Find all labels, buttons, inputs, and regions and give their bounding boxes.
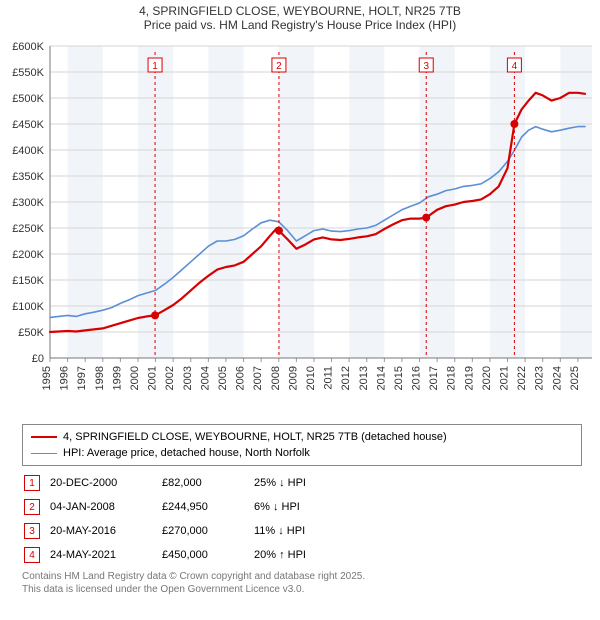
svg-text:2006: 2006 [235, 366, 247, 390]
footer-line1: Contains HM Land Registry data © Crown c… [22, 570, 582, 583]
svg-text:£250K: £250K [12, 223, 44, 235]
svg-text:2014: 2014 [375, 366, 387, 390]
svg-text:2020: 2020 [481, 366, 493, 390]
svg-text:2004: 2004 [199, 366, 211, 390]
table-row: 3 20-MAY-2016£270,00011% ↓ HPI [24, 520, 314, 542]
legend-label: HPI: Average price, detached house, Nort… [63, 447, 310, 459]
event-delta: 20% ↑ HPI [254, 544, 314, 566]
svg-text:2002: 2002 [164, 366, 176, 390]
legend-label: 4, SPRINGFIELD CLOSE, WEYBOURNE, HOLT, N… [63, 431, 447, 443]
footer-attribution: Contains HM Land Registry data © Crown c… [22, 570, 582, 596]
svg-text:£100K: £100K [12, 301, 44, 313]
svg-text:£550K: £550K [12, 67, 44, 79]
event-badge: 3 [24, 523, 40, 539]
svg-text:£450K: £450K [12, 119, 44, 131]
event-badge: 4 [24, 547, 40, 563]
svg-text:1995: 1995 [41, 366, 53, 390]
svg-text:2011: 2011 [323, 366, 335, 390]
svg-text:2000: 2000 [129, 366, 141, 390]
svg-text:£400K: £400K [12, 145, 44, 157]
svg-text:2008: 2008 [270, 366, 282, 390]
legend-swatch [31, 453, 57, 454]
table-row: 1 20-DEC-2000£82,00025% ↓ HPI [24, 472, 314, 494]
svg-text:£0: £0 [32, 353, 44, 365]
svg-text:4: 4 [512, 61, 518, 72]
legend-swatch [31, 436, 57, 438]
svg-text:2016: 2016 [411, 366, 423, 390]
svg-text:2025: 2025 [569, 366, 581, 390]
legend-row: HPI: Average price, detached house, Nort… [31, 445, 573, 461]
event-price: £450,000 [162, 544, 252, 566]
svg-text:1: 1 [152, 61, 158, 72]
event-date: 24-MAY-2021 [50, 544, 160, 566]
event-delta: 6% ↓ HPI [254, 496, 314, 518]
svg-text:2007: 2007 [252, 366, 264, 390]
svg-text:£200K: £200K [12, 249, 44, 261]
event-price: £270,000 [162, 520, 252, 542]
svg-text:£150K: £150K [12, 275, 44, 287]
svg-text:2012: 2012 [340, 366, 352, 390]
svg-text:2003: 2003 [182, 366, 194, 390]
svg-text:2005: 2005 [217, 366, 229, 390]
svg-text:2023: 2023 [534, 366, 546, 390]
svg-text:2013: 2013 [358, 366, 370, 390]
svg-text:1998: 1998 [94, 366, 106, 390]
svg-text:2022: 2022 [516, 366, 528, 390]
svg-text:2024: 2024 [551, 366, 563, 390]
svg-text:£500K: £500K [12, 93, 44, 105]
table-row: 4 24-MAY-2021£450,00020% ↑ HPI [24, 544, 314, 566]
event-price: £82,000 [162, 472, 252, 494]
table-row: 2 04-JAN-2008£244,9506% ↓ HPI [24, 496, 314, 518]
svg-text:3: 3 [423, 61, 429, 72]
event-date: 20-MAY-2016 [50, 520, 160, 542]
legend: 4, SPRINGFIELD CLOSE, WEYBOURNE, HOLT, N… [22, 424, 582, 466]
svg-text:1999: 1999 [111, 366, 123, 390]
svg-text:2017: 2017 [428, 366, 440, 390]
svg-text:1997: 1997 [76, 366, 88, 390]
svg-text:£350K: £350K [12, 171, 44, 183]
svg-text:2019: 2019 [463, 366, 475, 390]
event-badge: 1 [24, 475, 40, 491]
svg-text:2001: 2001 [147, 366, 159, 390]
svg-text:2018: 2018 [446, 366, 458, 390]
svg-text:2021: 2021 [499, 366, 511, 390]
legend-row: 4, SPRINGFIELD CLOSE, WEYBOURNE, HOLT, N… [31, 429, 573, 445]
event-badge: 2 [24, 499, 40, 515]
svg-text:£600K: £600K [12, 41, 44, 53]
svg-text:£50K: £50K [18, 327, 44, 339]
svg-text:1996: 1996 [59, 366, 71, 390]
chart-title: 4, SPRINGFIELD CLOSE, WEYBOURNE, HOLT, N… [0, 0, 600, 18]
event-date: 04-JAN-2008 [50, 496, 160, 518]
events-table: 1 20-DEC-2000£82,00025% ↓ HPI 2 04-JAN-2008… [22, 470, 316, 568]
svg-text:2010: 2010 [305, 366, 317, 390]
event-delta: 25% ↓ HPI [254, 472, 314, 494]
footer-line2: This data is licensed under the Open Gov… [22, 583, 582, 596]
svg-text:2: 2 [276, 61, 282, 72]
chart-area: £0 £50K £100K £150K £200K £250K £300K £350K £400… [0, 38, 600, 418]
chart-svg: £0 £50K £100K £150K £200K £250K £300K £350K £400… [0, 38, 600, 418]
event-date: 20-DEC-2000 [50, 472, 160, 494]
svg-text:£300K: £300K [12, 197, 44, 209]
chart-subtitle: Price paid vs. HM Land Registry's House … [0, 18, 600, 38]
svg-text:2009: 2009 [287, 366, 299, 390]
svg-text:2015: 2015 [393, 366, 405, 390]
event-delta: 11% ↓ HPI [254, 520, 314, 542]
event-price: £244,950 [162, 496, 252, 518]
